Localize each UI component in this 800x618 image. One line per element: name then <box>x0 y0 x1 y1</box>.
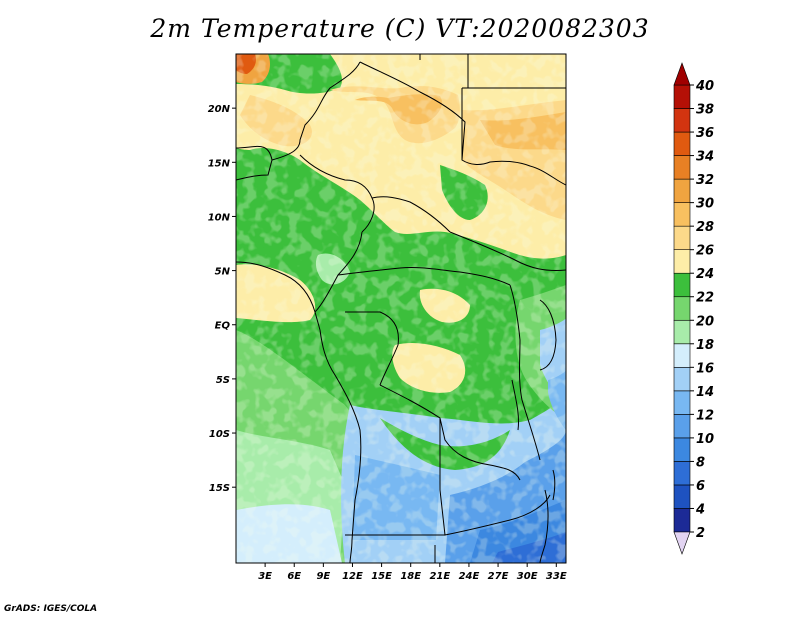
border-west-sahel <box>236 146 273 181</box>
lon-tick-label: 18E <box>400 571 421 582</box>
lat-tick-label: 5S <box>216 375 230 386</box>
lat-tick-label: 15N <box>208 158 231 169</box>
lon-tick-label: 27E <box>488 571 509 582</box>
colorbar-swatch <box>673 461 691 486</box>
colorbar-swatch <box>673 414 691 439</box>
lon-tick-label: 30E <box>517 571 538 582</box>
border-chad-south <box>371 196 451 233</box>
colorbar-label: 18 <box>696 338 714 353</box>
colorbar-label: 26 <box>696 244 714 259</box>
colorbar-label: 40 <box>695 79 714 94</box>
colorbar-swatch <box>673 131 691 156</box>
colorbar-label: 16 <box>696 361 714 376</box>
colorbar-under-arrow <box>673 531 691 555</box>
credit-text: GrADS: IGES/COLA <box>4 604 98 614</box>
border-car-congo <box>337 267 511 286</box>
colorbar-label: 14 <box>696 385 714 400</box>
border-rift-valley <box>509 284 541 461</box>
lon-tick-label: 21E <box>429 571 450 582</box>
colorbar-label: 6 <box>696 479 705 494</box>
colorbar-swatch <box>673 155 691 180</box>
lon-tick-label: 24E <box>459 571 480 582</box>
colorbar-label: 36 <box>696 126 714 141</box>
chart-title: 2m Temperature (C) VT:2020082303 <box>150 14 650 43</box>
colorbar-swatch <box>673 508 691 533</box>
border-lake-malawi <box>552 469 556 501</box>
colorbar-label: 30 <box>696 197 714 212</box>
field-texture <box>236 54 566 563</box>
coastline-gulf-of-guinea <box>236 261 321 331</box>
colorbar-label: 20 <box>696 314 714 329</box>
colorbar-label: 22 <box>696 291 714 306</box>
border-top-lines <box>419 54 469 88</box>
lon-tick-label: 9E <box>316 571 330 582</box>
lon-tick-label: 3E <box>258 571 272 582</box>
lat-tick-label: 10S <box>209 429 230 440</box>
border-mozambique <box>539 489 549 563</box>
coastline-atlantic-south <box>319 329 362 563</box>
border-lake-tanganyika <box>511 379 519 431</box>
colorbar-swatch <box>673 225 691 250</box>
colorbar-swatch <box>673 296 691 321</box>
colorbar-swatch <box>673 272 691 298</box>
lat-tick-label: EQ <box>215 321 231 332</box>
border-angola-zambia-south <box>439 418 551 536</box>
colorbar-label: 12 <box>696 408 714 423</box>
border-niger-libya <box>359 61 466 161</box>
colorbar-label: 24 <box>696 267 714 282</box>
border-chad-sudan <box>461 88 566 186</box>
colorbar-swatch <box>673 178 691 203</box>
border-niger-nigeria <box>299 154 375 233</box>
lat-tick-label: 20N <box>208 104 231 115</box>
colorbar-swatch <box>673 319 691 345</box>
lon-tick-label: 12E <box>342 571 363 582</box>
colorbar-label: 32 <box>696 173 714 188</box>
lon-tick-label: 15E <box>371 571 392 582</box>
lat-tick-label: 5N <box>215 267 231 278</box>
temperature-field <box>236 54 566 563</box>
colorbar-label: 10 <box>696 432 714 447</box>
colorbar-swatch <box>673 437 691 462</box>
colorbar-swatch <box>673 367 691 392</box>
colorbar-swatch <box>673 343 691 368</box>
lon-tick-label: 6E <box>287 571 301 582</box>
border-drc-angola-zambia <box>379 384 521 481</box>
colorbar-swatch <box>673 202 691 227</box>
map-frame <box>235 53 567 564</box>
colorbar-over-arrow <box>673 62 691 86</box>
colorbar-swatch <box>673 84 691 109</box>
colorbar-swatch <box>673 249 691 274</box>
colorbar-label: 38 <box>696 103 714 118</box>
border-mali-algeria <box>271 61 361 161</box>
map-axes: 3E 6E 9E 12E 15E 18E 21E 24E 27E 30E 33E 20N 15N 10N 5… <box>208 104 567 582</box>
colorbar-swatch <box>673 484 691 509</box>
borders <box>236 54 566 563</box>
lon-tick-label: 33E <box>546 571 567 582</box>
lat-tick-label: 15S <box>209 483 230 494</box>
colorbar-label: 2 <box>696 526 705 541</box>
border-gabon-congo <box>345 311 399 386</box>
colorbar-label: 8 <box>696 455 705 470</box>
border-lake-victoria <box>539 299 557 371</box>
colorbar-label: 4 <box>695 502 705 517</box>
colorbar-swatch <box>673 390 691 415</box>
colorbar-label: 34 <box>696 150 714 165</box>
lat-tick-label: 10N <box>208 212 231 223</box>
border-car-sudan <box>449 231 566 271</box>
colorbar-label: 28 <box>696 220 714 235</box>
colorbar-swatch <box>673 108 691 133</box>
